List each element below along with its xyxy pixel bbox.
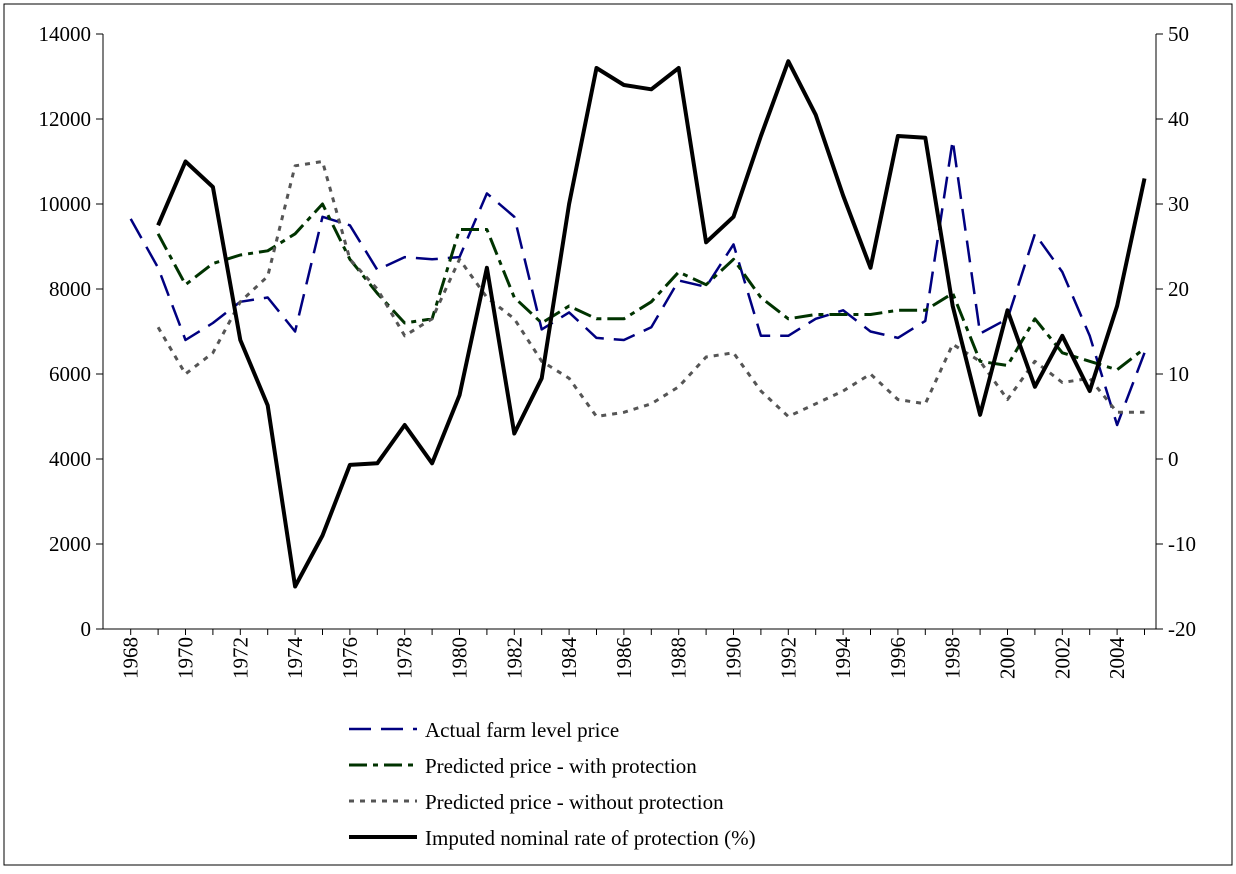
x-tick-label: 1994 <box>831 637 855 680</box>
y-tick-label: 4000 <box>49 447 91 471</box>
y-tick-label: 12000 <box>39 107 92 131</box>
legend-label: Actual farm level price <box>425 718 619 742</box>
x-tick-label: 1996 <box>886 637 910 679</box>
y2-tick-label: 10 <box>1168 362 1189 386</box>
x-tick-label: 1972 <box>228 637 252 679</box>
y-tick-label: 8000 <box>49 277 91 301</box>
chart-frame <box>3 3 1233 866</box>
series-line <box>156 160 1145 418</box>
y-tick-label: 0 <box>81 617 92 641</box>
x-tick-label: 1968 <box>119 637 143 679</box>
x-tick-label: 1998 <box>941 637 965 679</box>
x-tick-label: 1984 <box>557 637 581 680</box>
y2-tick-label: 0 <box>1168 447 1179 471</box>
x-tick-label: 1980 <box>448 637 472 679</box>
legend-label: Predicted price - with protection <box>425 754 697 778</box>
legend-label: Predicted price - without protection <box>425 790 724 814</box>
x-tick-label: 1982 <box>502 637 526 679</box>
y2-tick-label: -20 <box>1168 617 1196 641</box>
y-tick-label: 6000 <box>49 362 91 386</box>
y-tick-label: 10000 <box>39 192 92 216</box>
y-tick-label: 14000 <box>39 22 92 46</box>
y2-tick-label: 50 <box>1168 22 1189 46</box>
y2-tick-label: 20 <box>1168 277 1189 301</box>
y-tick-label: 2000 <box>49 532 91 556</box>
x-tick-label: 2004 <box>1105 637 1129 680</box>
x-tick-label: 1988 <box>667 637 691 679</box>
series-line <box>156 202 1146 372</box>
y2-tick-label: 40 <box>1168 107 1189 131</box>
x-tick-label: 1978 <box>393 637 417 679</box>
x-tick-label: 1986 <box>612 637 636 679</box>
series-line <box>129 139 1146 427</box>
legend-label: Imputed nominal rate of protection (%) <box>425 826 756 850</box>
x-tick-label: 1970 <box>174 637 198 679</box>
x-tick-label: 1990 <box>722 637 746 679</box>
series-line <box>156 59 1147 589</box>
x-tick-label: 1974 <box>283 637 307 680</box>
y2-tick-label: -10 <box>1168 532 1196 556</box>
x-tick-label: 2002 <box>1050 637 1074 679</box>
x-tick-label: 1992 <box>776 637 800 679</box>
x-tick-label: 2000 <box>996 637 1020 679</box>
x-tick-label: 1976 <box>338 637 362 679</box>
y2-tick-label: 30 <box>1168 192 1189 216</box>
